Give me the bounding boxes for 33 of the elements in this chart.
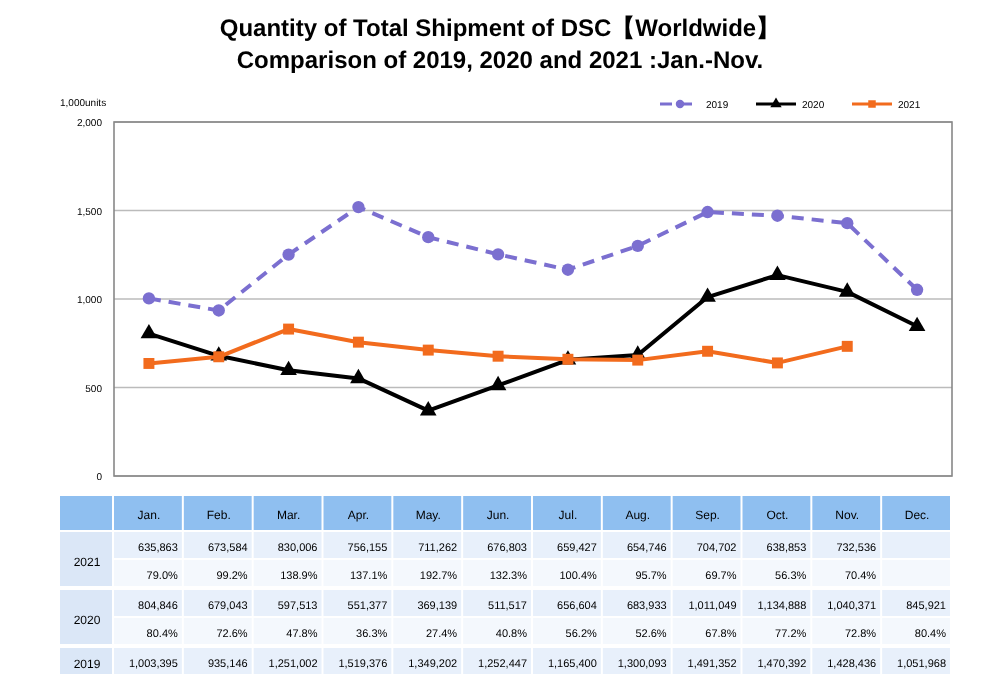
point xyxy=(142,292,156,305)
point xyxy=(352,336,364,348)
point xyxy=(419,401,437,416)
point xyxy=(491,248,505,261)
point xyxy=(422,231,435,244)
point xyxy=(561,263,575,276)
point xyxy=(352,200,365,214)
point xyxy=(212,304,225,317)
point xyxy=(489,375,507,391)
point xyxy=(280,360,297,376)
point xyxy=(702,345,714,357)
point xyxy=(632,354,644,366)
point xyxy=(771,357,783,369)
point xyxy=(213,351,225,363)
point xyxy=(422,344,434,356)
point xyxy=(701,205,714,219)
point xyxy=(699,287,716,302)
point xyxy=(492,350,504,362)
point xyxy=(838,282,856,297)
chart-title: Quantity of Total Shipment of DSC【Worldwide】 xyxy=(219,14,781,42)
point xyxy=(140,323,158,339)
point xyxy=(631,239,644,253)
point xyxy=(841,217,854,230)
chart-subtitle: Comparison of 2019, 2020 and 2021 :Jan.-Nov. xyxy=(236,46,764,74)
point xyxy=(771,209,784,222)
point xyxy=(908,316,926,332)
point xyxy=(910,283,924,296)
point xyxy=(282,248,295,261)
point xyxy=(350,368,367,384)
point xyxy=(841,340,853,352)
point xyxy=(283,323,295,335)
point xyxy=(143,357,155,369)
point xyxy=(769,265,786,280)
